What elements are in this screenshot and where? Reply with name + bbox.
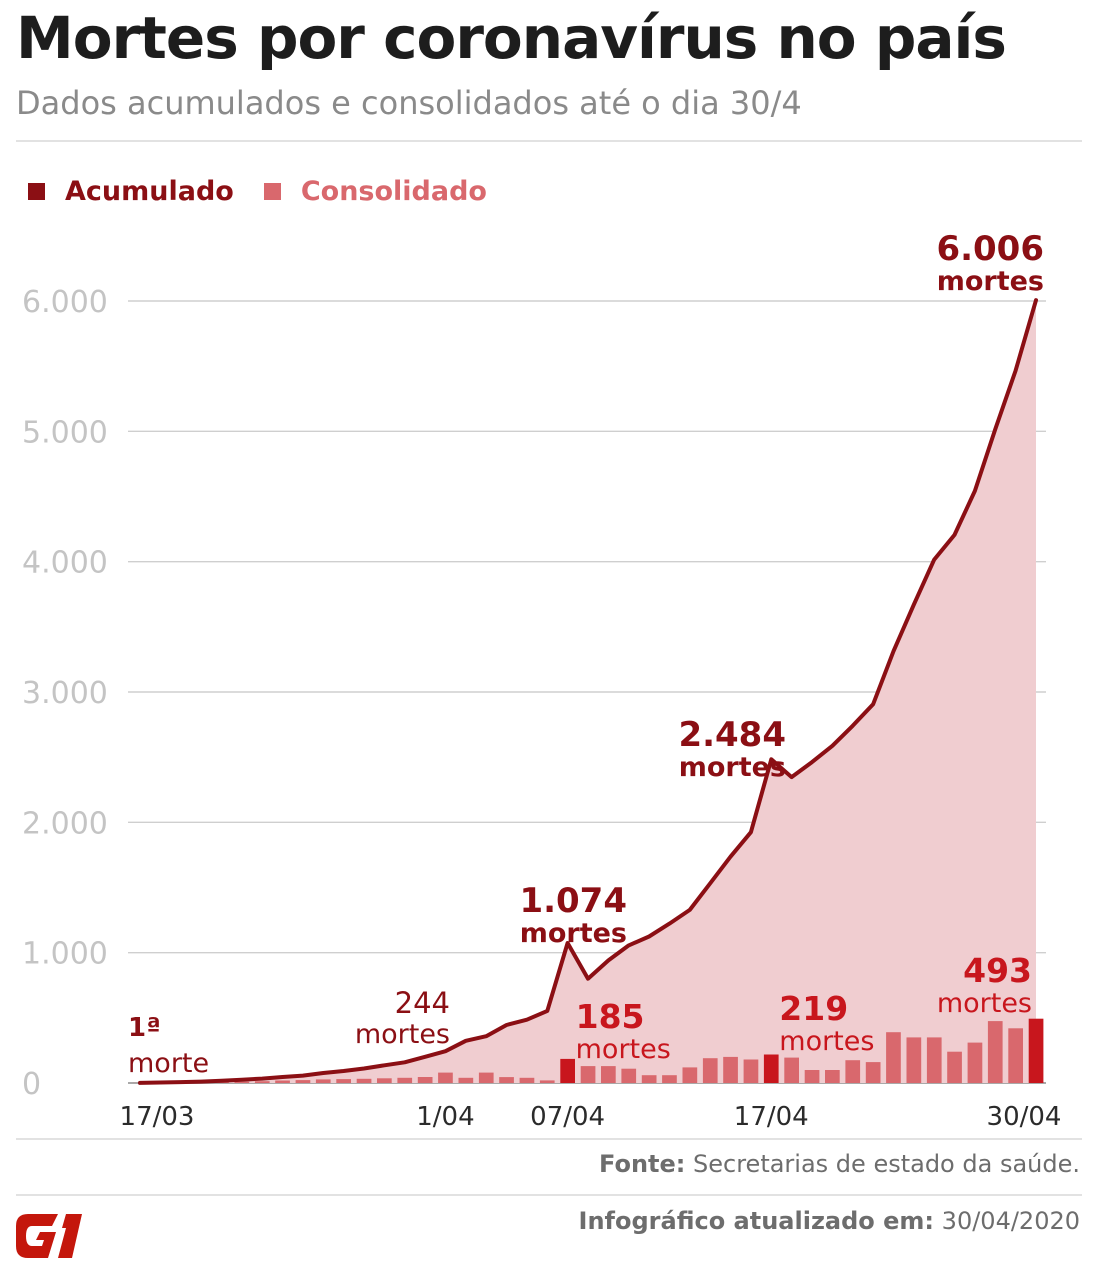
bar-consolidado xyxy=(295,1080,311,1083)
bar-consolidado xyxy=(947,1051,962,1083)
annotation-value: 1.074 xyxy=(519,881,627,921)
line-acumulado xyxy=(138,298,1038,1085)
bar-consolidado xyxy=(825,1070,840,1083)
updated-note: Infográfico atualizado em: 30/04/2020 xyxy=(579,1207,1080,1235)
x-tick-label: 1/04 xyxy=(416,1102,474,1132)
annotation-value: 2.484 xyxy=(678,715,786,755)
bar-consolidado xyxy=(356,1078,372,1083)
bar-consolidado xyxy=(763,1054,779,1083)
bar-consolidado xyxy=(804,1070,820,1083)
footer-divider-top xyxy=(16,1138,1082,1140)
header-divider xyxy=(16,140,1082,142)
annotation-unit: mortes xyxy=(355,1019,450,1050)
updated-date: 30/04/2020 xyxy=(941,1207,1080,1235)
legend-label-consolidado: Consolidado xyxy=(300,176,487,207)
bar-consolidado xyxy=(315,1079,331,1083)
bar-consolidado xyxy=(580,1066,596,1083)
bar-consolidado xyxy=(723,1056,738,1083)
chart-legend: Acumulado Consolidado xyxy=(28,176,517,207)
bar-consolidado xyxy=(1028,1018,1044,1083)
bar-annotation-unit: mortes xyxy=(937,988,1032,1019)
bar-consolidado xyxy=(377,1078,392,1083)
g1-logo-icon xyxy=(16,1214,82,1258)
bar-consolidado xyxy=(539,1080,555,1083)
x-tick-label: 07/04 xyxy=(530,1102,605,1132)
bar-consolidado xyxy=(743,1059,759,1083)
legend-swatch-acumulado xyxy=(28,183,45,200)
bar-consolidado xyxy=(987,1021,1003,1083)
source-note: Fonte: Secretarias de estado da saúde. xyxy=(599,1150,1080,1178)
updated-label: Infográfico atualizado em: xyxy=(578,1207,935,1235)
footer-divider-bottom xyxy=(16,1194,1082,1196)
bar-consolidado xyxy=(234,1081,250,1083)
legend-item-acumulado: Acumulado xyxy=(28,176,234,207)
bar-annotation-unit: mortes xyxy=(576,1034,671,1065)
bar-consolidado xyxy=(275,1080,290,1083)
bar-consolidado xyxy=(458,1077,474,1083)
y-tick-label: 0 xyxy=(22,1067,41,1102)
annotation-value: 6.006 xyxy=(936,229,1044,269)
bar-consolidado xyxy=(438,1072,453,1083)
annotation-unit: mortes xyxy=(520,918,627,949)
bar-consolidado xyxy=(967,1042,983,1083)
y-tick-label: 4.000 xyxy=(22,546,108,581)
source-label: Fonte: xyxy=(599,1150,686,1178)
bar-consolidado xyxy=(702,1058,718,1083)
y-tick-label: 2.000 xyxy=(22,806,108,841)
bar-annotation-value: 493 xyxy=(963,951,1032,990)
x-tick-label: 17/03 xyxy=(120,1102,195,1132)
bar-consolidado xyxy=(397,1077,413,1083)
x-tick-label: 30/04 xyxy=(987,1102,1062,1132)
bar-consolidado xyxy=(682,1067,698,1083)
source-text: Secretarias de estado da saúde. xyxy=(693,1150,1080,1178)
bar-consolidado xyxy=(560,1058,575,1083)
bar-consolidado xyxy=(621,1068,637,1083)
bar-consolidado xyxy=(519,1077,535,1083)
bar-consolidado xyxy=(926,1037,942,1083)
bar-annotation-unit: mortes xyxy=(779,1026,874,1057)
area-acumulado xyxy=(140,300,1036,1083)
annotation-unit: morte xyxy=(128,1048,209,1079)
bar-consolidado xyxy=(478,1072,494,1083)
legend-item-consolidado: Consolidado xyxy=(263,176,487,207)
bar-annotation-value: 185 xyxy=(576,997,645,1036)
y-tick-label: 1.000 xyxy=(22,937,108,972)
y-tick-label: 5.000 xyxy=(22,415,108,450)
bar-consolidado xyxy=(886,1032,901,1083)
bar-consolidado xyxy=(784,1057,799,1083)
page-subtitle: Dados acumulados e consolidados até o di… xyxy=(16,84,802,122)
bar-consolidado xyxy=(499,1077,514,1083)
annotation-unit: mortes xyxy=(679,752,786,783)
annotation-unit: mortes xyxy=(937,266,1044,297)
deaths-chart: 0 1.000 2.000 3.000 4.000 5.000 6.000 17/03 1/04… xyxy=(22,229,1062,1132)
page-title: Mortes por coronavírus no país xyxy=(16,4,1007,72)
annotation-value: 1ª xyxy=(128,1013,161,1043)
y-tick-label: 3.000 xyxy=(22,676,108,711)
bar-consolidado xyxy=(865,1062,881,1083)
legend-swatch-consolidado xyxy=(263,183,281,200)
bar-consolidado xyxy=(1008,1028,1023,1083)
bar-consolidado xyxy=(906,1037,922,1083)
annotation-value: 244 xyxy=(395,986,450,1020)
bar-annotation-value: 219 xyxy=(779,989,848,1028)
bar-consolidado xyxy=(254,1081,270,1083)
x-tick-label: 17/04 xyxy=(734,1102,809,1132)
bar-consolidado xyxy=(662,1075,677,1083)
bar-consolidado xyxy=(417,1077,433,1083)
legend-label-acumulado: Acumulado xyxy=(65,176,234,207)
bar-consolidado xyxy=(601,1066,616,1083)
bar-consolidado xyxy=(845,1060,861,1083)
bar-consolidado xyxy=(336,1079,351,1083)
bar-consolidado xyxy=(641,1075,657,1083)
y-tick-label: 6.000 xyxy=(22,285,108,320)
